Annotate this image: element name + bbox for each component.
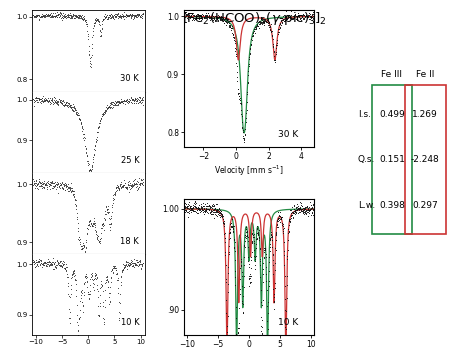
Bar bbox=[372, 85, 412, 235]
Text: 25 K: 25 K bbox=[121, 156, 139, 165]
Text: 30 K: 30 K bbox=[278, 130, 298, 139]
Text: L.w.: L.w. bbox=[358, 201, 375, 210]
Text: 30 K: 30 K bbox=[121, 74, 139, 83]
X-axis label: Velocity [mm s$^{-1}$]: Velocity [mm s$^{-1}$] bbox=[214, 163, 284, 178]
Text: 10 K: 10 K bbox=[278, 319, 298, 327]
Text: -2.248: -2.248 bbox=[411, 155, 440, 164]
Text: 18 K: 18 K bbox=[121, 237, 139, 246]
Text: Fe III: Fe III bbox=[382, 70, 402, 79]
Text: 10 K: 10 K bbox=[121, 318, 139, 327]
Text: 1.269: 1.269 bbox=[412, 110, 438, 119]
Text: I.s.: I.s. bbox=[358, 110, 371, 119]
Text: Fe II: Fe II bbox=[416, 70, 434, 79]
X-axis label: Velocity (mm s$^{-1}$): Velocity (mm s$^{-1}$) bbox=[56, 348, 120, 349]
Text: Q.s.: Q.s. bbox=[358, 155, 375, 164]
Text: 0.151: 0.151 bbox=[379, 155, 405, 164]
Text: [Fe$_2$(HCOO)$_5$($\gamma$-pic)$_3$]$_2$: [Fe$_2$(HCOO)$_5$($\gamma$-pic)$_3$]$_2$ bbox=[182, 10, 327, 28]
Text: 0.297: 0.297 bbox=[412, 201, 438, 210]
Bar bbox=[405, 85, 446, 235]
Text: 0.499: 0.499 bbox=[379, 110, 405, 119]
Text: 0.398: 0.398 bbox=[379, 201, 405, 210]
